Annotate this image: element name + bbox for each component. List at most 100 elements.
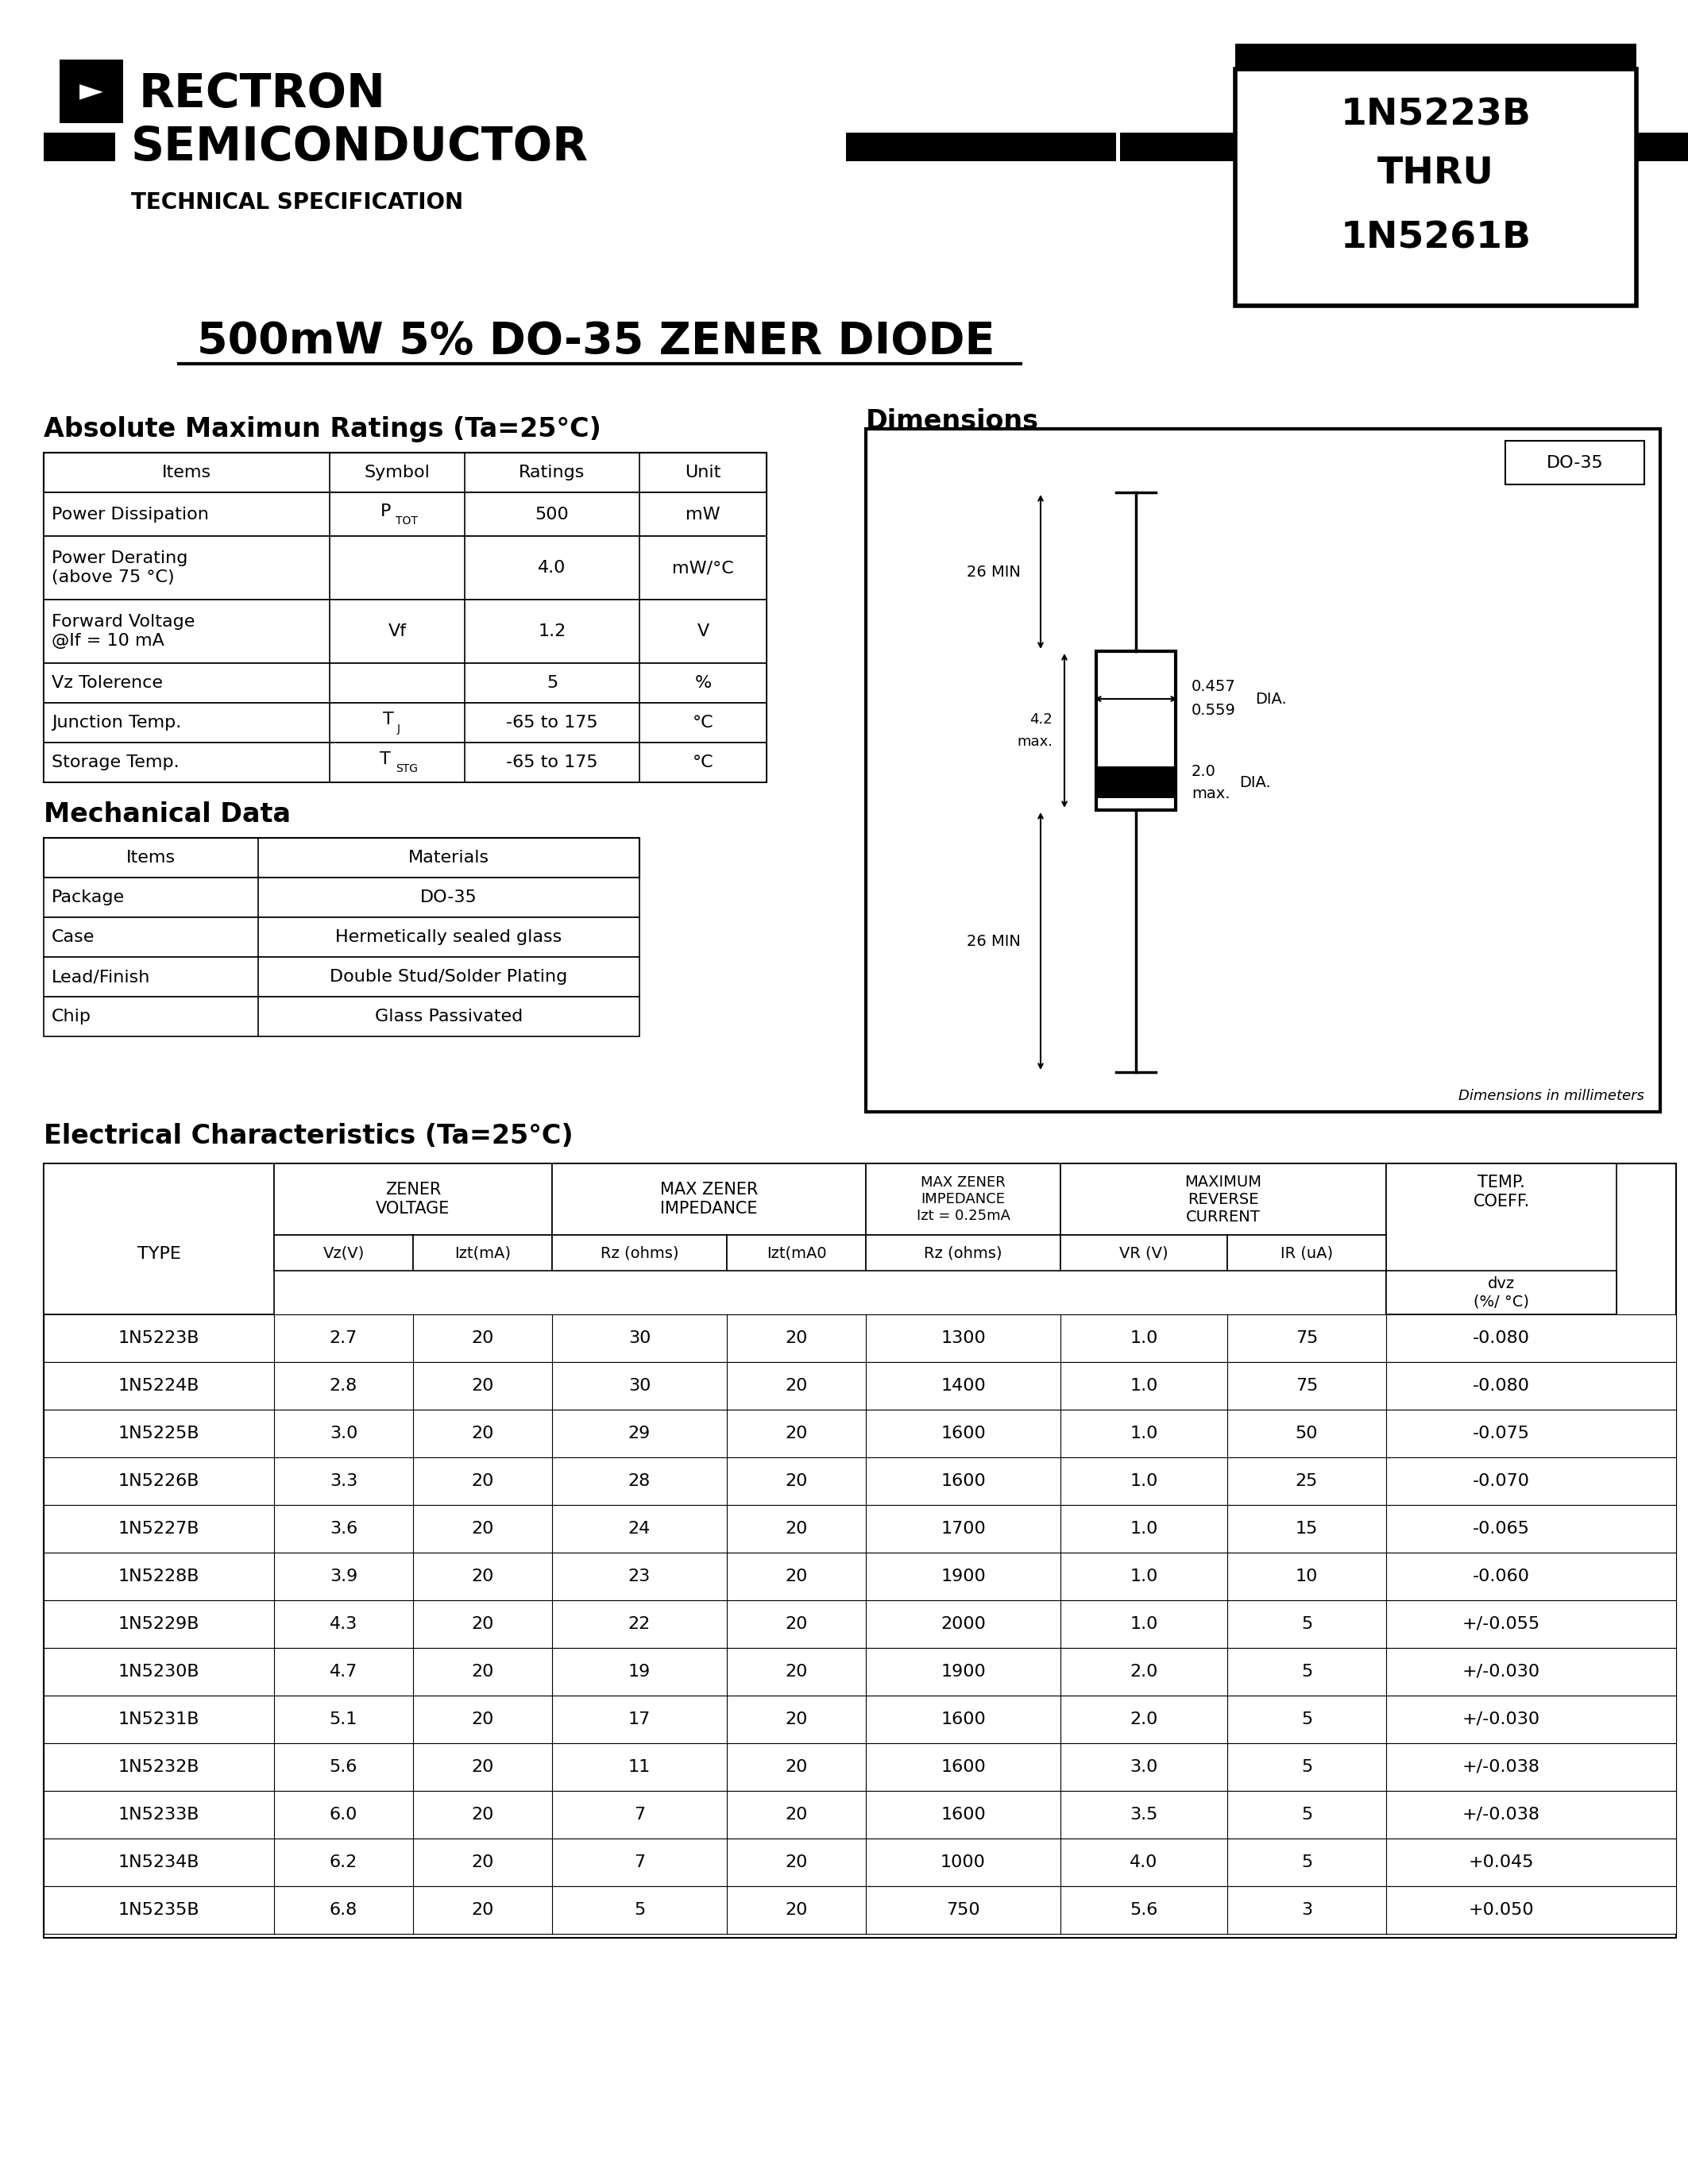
Text: 20: 20	[471, 1426, 495, 1441]
Text: 2.7: 2.7	[329, 1330, 358, 1345]
Text: DO-35: DO-35	[1546, 454, 1604, 470]
Text: 1600: 1600	[940, 1758, 986, 1776]
Text: 20: 20	[785, 1664, 807, 1679]
Text: Storage Temp.: Storage Temp.	[52, 753, 179, 771]
Text: 20: 20	[471, 1902, 495, 1918]
Text: Case: Case	[52, 928, 95, 946]
Text: 20: 20	[471, 1568, 495, 1583]
Text: +0.045: +0.045	[1469, 1854, 1534, 1870]
Bar	[846, 133, 1116, 162]
Text: 1300: 1300	[940, 1330, 986, 1345]
Text: RECTRON: RECTRON	[138, 72, 387, 116]
Text: 20: 20	[471, 1616, 495, 1631]
Text: Items: Items	[127, 850, 176, 865]
Text: 3.0: 3.0	[1129, 1758, 1158, 1776]
Text: 29: 29	[628, 1426, 650, 1441]
Text: 5: 5	[1301, 1806, 1312, 1824]
Text: +/-0.030: +/-0.030	[1462, 1712, 1539, 1728]
Text: 7: 7	[635, 1806, 645, 1824]
Text: 500mW 5% DO-35 ZENER DIODE: 500mW 5% DO-35 ZENER DIODE	[197, 321, 994, 363]
Text: 15: 15	[1295, 1520, 1318, 1538]
Text: 5: 5	[1301, 1854, 1312, 1870]
Bar	[728, 1234, 866, 1271]
Text: 2.0: 2.0	[1129, 1664, 1158, 1679]
Text: 20: 20	[785, 1806, 807, 1824]
Text: 19: 19	[628, 1664, 650, 1679]
Text: 20: 20	[471, 1712, 495, 1728]
Text: TECHNICAL SPECIFICATION: TECHNICAL SPECIFICATION	[132, 192, 463, 214]
Bar	[1060, 1234, 1227, 1271]
Text: 25: 25	[1295, 1474, 1318, 1489]
Bar	[44, 1839, 1676, 1887]
Bar	[273, 1164, 552, 1234]
Bar	[44, 1553, 1676, 1601]
Text: 4.7: 4.7	[329, 1664, 358, 1679]
Bar	[1386, 1271, 1617, 1315]
Text: Absolute Maximun Ratings (Ta=25°C): Absolute Maximun Ratings (Ta=25°C)	[44, 415, 601, 441]
Text: 26 MIN: 26 MIN	[967, 563, 1021, 579]
Text: 1N5229B: 1N5229B	[118, 1616, 199, 1631]
Text: IR (uA): IR (uA)	[1281, 1245, 1334, 1260]
Text: 20: 20	[785, 1378, 807, 1393]
Bar	[44, 957, 640, 996]
Text: 75: 75	[1295, 1378, 1318, 1393]
Text: DIA.: DIA.	[1239, 775, 1271, 791]
Text: TYPE: TYPE	[137, 1247, 181, 1262]
Text: Materials: Materials	[408, 850, 490, 865]
Bar	[44, 703, 766, 743]
Bar	[44, 1409, 1676, 1457]
Text: 20: 20	[785, 1426, 807, 1441]
Text: ZENER
VOLTAGE: ZENER VOLTAGE	[376, 1182, 451, 1216]
Text: Double Stud/Solder Plating: Double Stud/Solder Plating	[329, 970, 567, 985]
Text: 2.0: 2.0	[1129, 1712, 1158, 1728]
Text: 1N5232B: 1N5232B	[118, 1758, 199, 1776]
Text: 20: 20	[471, 1474, 495, 1489]
Text: 20: 20	[785, 1474, 807, 1489]
Text: MAXIMUM
REVERSE
CURRENT: MAXIMUM REVERSE CURRENT	[1185, 1175, 1263, 1225]
Text: 4.0: 4.0	[1129, 1854, 1158, 1870]
Text: 20: 20	[785, 1854, 807, 1870]
Text: 3.5: 3.5	[1129, 1806, 1158, 1824]
Text: 4.3: 4.3	[329, 1616, 358, 1631]
Text: 1N5261B: 1N5261B	[1340, 221, 1531, 256]
Text: 20: 20	[471, 1664, 495, 1679]
Text: -0.065: -0.065	[1472, 1520, 1529, 1538]
Text: Mechanical Data: Mechanical Data	[44, 802, 290, 828]
Text: Rz (ohms): Rz (ohms)	[923, 1245, 1003, 1260]
Bar	[1096, 651, 1175, 810]
Bar	[59, 59, 123, 122]
Bar	[1636, 133, 1688, 162]
Text: mW/°C: mW/°C	[672, 559, 734, 577]
Text: 0.457: 0.457	[1192, 679, 1236, 695]
Text: 1N5225B: 1N5225B	[118, 1426, 199, 1441]
Text: 28: 28	[628, 1474, 650, 1489]
Text: Glass Passivated: Glass Passivated	[375, 1009, 523, 1024]
Text: Power Dissipation: Power Dissipation	[52, 507, 209, 522]
Text: 1N5228B: 1N5228B	[118, 1568, 199, 1583]
Text: 5.6: 5.6	[329, 1758, 358, 1776]
Text: THRU: THRU	[1377, 155, 1494, 190]
Bar	[44, 1887, 1676, 1933]
Text: 75: 75	[1295, 1330, 1318, 1345]
Text: 1.0: 1.0	[1129, 1426, 1158, 1441]
Bar	[552, 1164, 866, 1234]
Text: 20: 20	[471, 1854, 495, 1870]
Text: -65 to 175: -65 to 175	[506, 753, 598, 771]
Text: dvz
(%/ °C): dvz (%/ °C)	[1474, 1275, 1529, 1308]
Bar	[1096, 767, 1175, 797]
Text: max.: max.	[1016, 734, 1053, 749]
Bar	[414, 1234, 552, 1271]
Text: Vz(V): Vz(V)	[322, 1245, 365, 1260]
Bar	[44, 1695, 1676, 1743]
Text: 5: 5	[1301, 1758, 1312, 1776]
Bar	[44, 1743, 1676, 1791]
Text: -0.080: -0.080	[1472, 1378, 1529, 1393]
Text: SEMICONDUCTOR: SEMICONDUCTOR	[132, 124, 589, 170]
Text: T: T	[380, 751, 392, 767]
Text: 5: 5	[1301, 1664, 1312, 1679]
Text: MAX ZENER
IMPEDANCE: MAX ZENER IMPEDANCE	[660, 1182, 758, 1216]
Text: 2.0: 2.0	[1192, 764, 1215, 780]
Text: 20: 20	[785, 1330, 807, 1345]
Text: P: P	[380, 502, 392, 520]
Text: 1600: 1600	[940, 1806, 986, 1824]
